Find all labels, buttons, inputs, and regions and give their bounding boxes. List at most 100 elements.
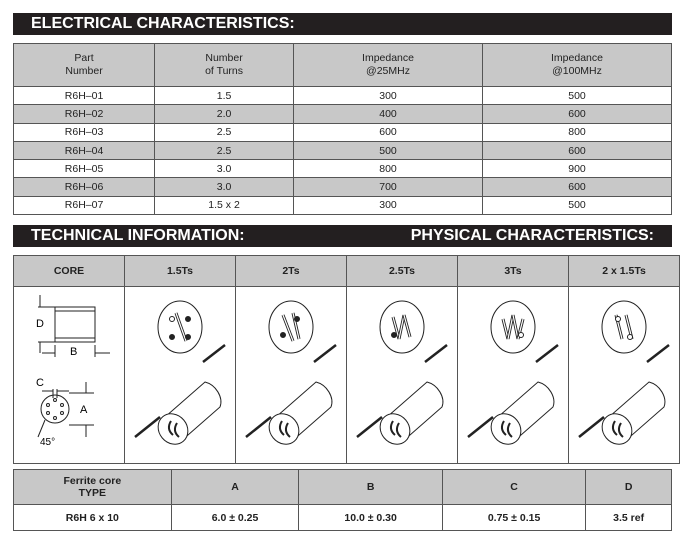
header-text: Impedance (551, 52, 603, 64)
header-text: D (624, 481, 633, 493)
column-header: CORE (13, 255, 125, 287)
table-cell: 1.5 (154, 85, 295, 106)
header-text: of Turns (205, 65, 244, 77)
table-cell: 600 (293, 122, 483, 142)
dimension-c-label: C (36, 377, 44, 389)
header-text: 3Ts (504, 265, 522, 277)
header-text: Ferrite core (63, 475, 122, 487)
table-row: R6H–03 2.5 600 800 (12, 122, 672, 142)
table-row: R6H–06 3.0 700 600 (12, 177, 672, 197)
table-row: R6H–07 1.5 x 2 300 500 (12, 195, 672, 216)
heading-text: ELECTRICAL CHARACTERISTICS: (31, 15, 295, 32)
table-row: R6H–02 2.0 400 600 (12, 104, 672, 124)
table-cell: R6H–06 (12, 177, 156, 197)
technical-information-heading: TECHNICAL INFORMATION: (31, 227, 245, 244)
header-text: @25MHz (366, 65, 410, 77)
core-drawing-cell: D B C A 45° (13, 286, 125, 464)
table-cell: 900 (482, 159, 672, 179)
table-row: R6H–04 2.5 500 600 (12, 140, 672, 161)
column-header: D (585, 469, 672, 505)
table-row: R6H–01 1.5 300 500 (12, 85, 672, 106)
column-header: Number of Turns (154, 43, 295, 87)
winding-diagram (578, 300, 670, 445)
winding-diagram (467, 300, 559, 445)
table-cell: 10.0 ± 0.30 (298, 504, 443, 531)
header-text: Number (205, 52, 243, 64)
column-header: A (170, 469, 300, 505)
column-header: C (441, 469, 587, 505)
winding-drawing-cell (568, 286, 680, 464)
header-text: TYPE (78, 487, 107, 499)
winding-drawing-cell (346, 286, 458, 464)
table-cell: 0.75 ± 0.15 (441, 504, 587, 531)
table-cell: 800 (293, 159, 483, 179)
table-cell: 3.0 (154, 177, 295, 197)
core-dimension-drawing: D B C A 45° (36, 295, 110, 448)
header-text: 1.5Ts (166, 265, 194, 277)
column-header: 2 x 1.5Ts (568, 255, 680, 287)
dimension-d-label: D (36, 318, 44, 330)
electrical-characteristics-heading: ELECTRICAL CHARACTERISTICS: (13, 13, 672, 35)
table-cell: 700 (293, 177, 483, 197)
table-cell: R6H–05 (12, 159, 156, 179)
table-cell: R6H–02 (12, 104, 156, 124)
winding-diagram (245, 300, 337, 445)
column-header: Ferrite core TYPE (13, 469, 172, 505)
table-cell: R6H–04 (12, 140, 156, 161)
table-cell: R6H–01 (12, 85, 156, 106)
header-text: Number (65, 65, 103, 77)
column-header: Impedance @100MHz (482, 43, 672, 87)
table-cell: 2.0 (154, 104, 295, 124)
table-cell: 300 (293, 195, 483, 216)
header-text: B (366, 481, 375, 493)
table-cell: 500 (293, 140, 483, 161)
column-header: 1.5Ts (124, 255, 236, 287)
dimension-a-label: A (80, 404, 88, 416)
angle-label: 45° (40, 437, 55, 448)
table-cell: 600 (482, 140, 672, 161)
header-text: CORE (53, 265, 85, 277)
header-text: 2 x 1.5Ts (602, 265, 646, 277)
section-heading: TECHNICAL INFORMATION: PHYSICAL CHARACTE… (13, 225, 672, 247)
electrical-table: Part Number Number of Turns Impedance @25MHz I… (12, 43, 672, 216)
technical-table: CORE 1.5Ts 2Ts 2.5Ts 3Ts 2 x 1.5Ts D B C A 45… (13, 255, 680, 464)
winding-drawing-cell (235, 286, 347, 464)
table-cell: 400 (293, 104, 483, 124)
table-cell: 2.5 (154, 140, 295, 161)
table-cell: 600 (482, 104, 672, 124)
header-text: Part (74, 52, 94, 64)
winding-diagram (134, 300, 226, 445)
column-header: 3Ts (457, 255, 569, 287)
table-cell: 600 (482, 177, 672, 197)
dimension-b-label: B (70, 346, 77, 358)
header-text: 2.5Ts (388, 265, 416, 277)
column-header: 2Ts (235, 255, 347, 287)
physical-characteristics-heading: PHYSICAL CHARACTERISTICS: (410, 227, 654, 244)
table-cell: 6.0 ± 0.25 (170, 504, 300, 531)
column-header: Part Number (12, 43, 156, 87)
table-cell: 2.5 (154, 122, 295, 142)
header-text: C (510, 481, 518, 493)
table-cell: R6H 6 x 10 (13, 504, 172, 531)
table-cell: 3.0 (154, 159, 295, 179)
header-text: 2Ts (282, 265, 300, 277)
table-cell: 300 (293, 85, 483, 106)
column-header: Impedance @25MHz (293, 43, 483, 87)
table-cell: R6H–03 (12, 122, 156, 142)
table-cell: 500 (482, 195, 672, 216)
physical-table: Ferrite core TYPE A B C D R6H 6 x 10 6.0 ± 0.25… (13, 469, 672, 531)
table-cell: 800 (482, 122, 672, 142)
table-cell: 500 (482, 85, 672, 106)
table-row: R6H–05 3.0 800 900 (12, 159, 672, 179)
table-cell: R6H–07 (12, 195, 156, 216)
column-header: B (298, 469, 443, 505)
header-text: @100MHz (552, 65, 602, 77)
column-header: 2.5Ts (346, 255, 458, 287)
winding-diagram (356, 300, 448, 445)
winding-drawing-cell (124, 286, 236, 464)
table-cell: 3.5 ref (585, 504, 672, 531)
header-text: A (231, 481, 239, 493)
winding-drawing-cell (457, 286, 569, 464)
header-text: Impedance (362, 52, 414, 64)
table-cell: 1.5 x 2 (154, 195, 295, 216)
